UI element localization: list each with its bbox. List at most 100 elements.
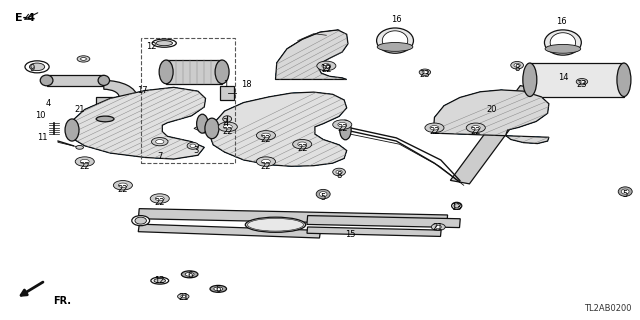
Ellipse shape: [181, 271, 198, 278]
Ellipse shape: [25, 61, 49, 73]
Text: 10: 10: [35, 111, 45, 120]
Bar: [530, 63, 624, 97]
Ellipse shape: [576, 78, 588, 85]
Ellipse shape: [382, 31, 408, 51]
Ellipse shape: [430, 125, 439, 130]
Ellipse shape: [159, 60, 173, 84]
Polygon shape: [433, 90, 549, 144]
Ellipse shape: [467, 123, 485, 132]
Ellipse shape: [135, 217, 147, 224]
Ellipse shape: [333, 120, 352, 129]
Ellipse shape: [338, 123, 347, 127]
Text: 22: 22: [223, 127, 233, 136]
Text: 20: 20: [486, 105, 497, 114]
Ellipse shape: [190, 144, 196, 148]
Polygon shape: [47, 75, 104, 86]
Ellipse shape: [298, 142, 307, 147]
Ellipse shape: [151, 277, 169, 284]
Text: 12: 12: [154, 276, 165, 285]
Bar: [166, 60, 222, 84]
Text: 6: 6: [187, 271, 193, 280]
Text: 22: 22: [79, 162, 90, 171]
Ellipse shape: [419, 69, 431, 75]
Ellipse shape: [156, 140, 164, 144]
Ellipse shape: [621, 189, 629, 194]
Text: 6: 6: [216, 285, 221, 294]
Ellipse shape: [40, 75, 53, 86]
Ellipse shape: [425, 123, 444, 132]
Text: 22: 22: [321, 66, 332, 75]
Ellipse shape: [223, 124, 232, 129]
Ellipse shape: [77, 56, 90, 62]
Wedge shape: [104, 80, 137, 97]
Ellipse shape: [545, 30, 581, 55]
Ellipse shape: [316, 189, 330, 199]
Text: 5: 5: [623, 190, 628, 199]
Ellipse shape: [319, 192, 327, 196]
Ellipse shape: [511, 61, 524, 69]
Ellipse shape: [156, 196, 164, 201]
Ellipse shape: [154, 278, 166, 283]
Ellipse shape: [98, 75, 109, 85]
Ellipse shape: [435, 225, 442, 228]
Text: 21: 21: [74, 105, 85, 114]
Text: 3: 3: [193, 146, 198, 155]
Text: 18: 18: [241, 80, 252, 89]
Ellipse shape: [180, 295, 186, 298]
Ellipse shape: [223, 116, 232, 122]
Text: 2: 2: [222, 118, 227, 127]
Ellipse shape: [617, 63, 631, 97]
Ellipse shape: [113, 180, 132, 190]
Ellipse shape: [205, 118, 219, 139]
Text: 14: 14: [557, 73, 568, 82]
Text: 22: 22: [337, 124, 348, 133]
Ellipse shape: [322, 64, 331, 68]
Text: 22: 22: [429, 127, 440, 136]
Text: 13: 13: [451, 203, 462, 212]
Polygon shape: [138, 224, 321, 238]
Text: 16: 16: [556, 17, 567, 26]
Ellipse shape: [618, 187, 632, 196]
Text: 22: 22: [260, 135, 271, 144]
Ellipse shape: [132, 216, 150, 226]
Text: 23: 23: [577, 80, 588, 89]
Polygon shape: [211, 92, 347, 166]
Ellipse shape: [185, 272, 194, 276]
Text: 22: 22: [470, 127, 481, 136]
Ellipse shape: [262, 133, 271, 138]
Ellipse shape: [81, 58, 86, 60]
Text: 9: 9: [30, 64, 35, 73]
Bar: [220, 86, 234, 100]
Ellipse shape: [523, 63, 537, 97]
Text: TL2AB0200: TL2AB0200: [584, 304, 632, 313]
Ellipse shape: [431, 223, 445, 230]
Ellipse shape: [177, 293, 189, 299]
Ellipse shape: [376, 28, 413, 53]
Polygon shape: [451, 86, 540, 184]
Ellipse shape: [579, 80, 585, 83]
Polygon shape: [307, 227, 441, 236]
Text: E-4: E-4: [15, 13, 35, 23]
Text: 23: 23: [420, 70, 430, 79]
Ellipse shape: [210, 285, 227, 292]
Text: 22: 22: [260, 162, 271, 171]
Ellipse shape: [248, 219, 303, 231]
Polygon shape: [275, 30, 348, 79]
Text: 21: 21: [178, 293, 189, 302]
Text: 12: 12: [147, 42, 157, 51]
Text: 16: 16: [391, 15, 402, 24]
Ellipse shape: [76, 157, 94, 166]
Ellipse shape: [187, 142, 198, 149]
Text: FR.: FR.: [53, 296, 71, 306]
Ellipse shape: [545, 44, 580, 53]
Polygon shape: [69, 87, 205, 159]
Text: 17: 17: [137, 86, 147, 95]
Text: 1: 1: [223, 80, 228, 89]
Ellipse shape: [333, 168, 346, 176]
Ellipse shape: [196, 114, 208, 133]
Ellipse shape: [65, 119, 79, 141]
Ellipse shape: [317, 61, 336, 71]
Text: 21: 21: [433, 223, 443, 232]
Ellipse shape: [80, 159, 89, 164]
Polygon shape: [138, 209, 447, 225]
